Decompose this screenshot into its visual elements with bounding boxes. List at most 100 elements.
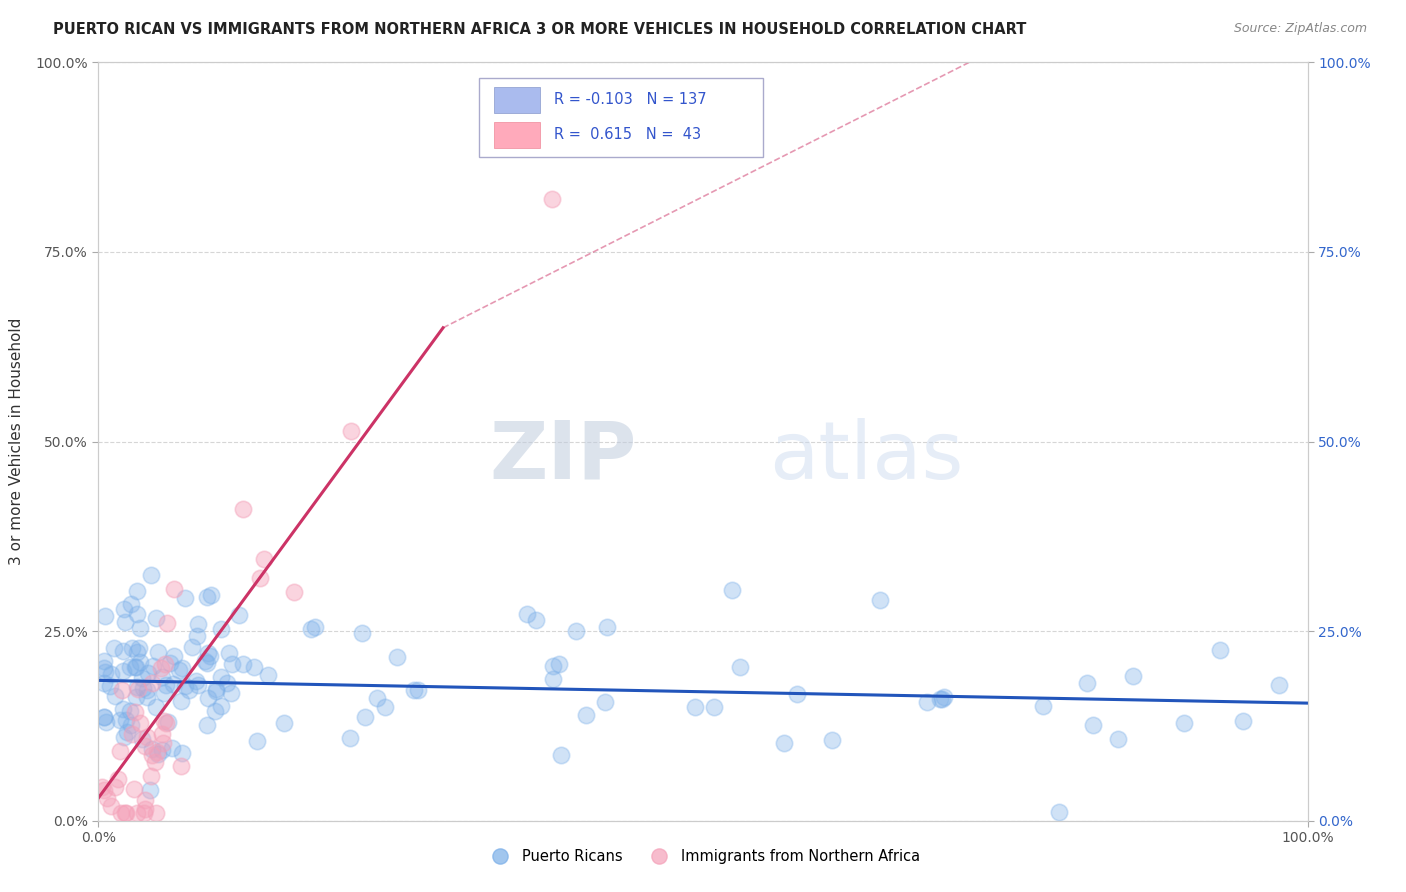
Point (94, 714, 117, 729)
Point (228, 608, 250, 623)
Point (96, 790, 118, 805)
Point (125, 644, 148, 658)
Point (150, 743, 173, 757)
Point (125, 806, 148, 821)
Point (150, 670, 173, 684)
Point (772, 735, 794, 749)
Point (139, 567, 162, 582)
Point (200, 588, 222, 602)
Point (1267, 678, 1289, 692)
Point (145, 806, 167, 821)
Point (124, 660, 146, 674)
Point (127, 681, 149, 696)
Point (385, 650, 408, 665)
Point (218, 646, 240, 660)
Point (187, 678, 209, 692)
Point (159, 656, 181, 670)
Point (204, 704, 226, 718)
Point (162, 582, 184, 596)
Text: PUERTO RICAN VS IMMIGRANTS FROM NORTHERN AFRICA 3 OR MORE VEHICLES IN HOUSEHOLD : PUERTO RICAN VS IMMIGRANTS FROM NORTHERN… (53, 22, 1026, 37)
Point (141, 747, 163, 762)
Point (135, 730, 157, 744)
Point (516, 607, 538, 622)
Point (339, 425, 361, 439)
Point (374, 699, 396, 714)
Point (215, 675, 238, 690)
Point (132, 681, 155, 695)
Point (141, 742, 163, 756)
Point (596, 620, 619, 634)
Point (198, 649, 221, 664)
Point (177, 683, 200, 698)
Point (339, 731, 361, 745)
Point (114, 806, 136, 821)
Point (156, 715, 179, 730)
Point (120, 597, 142, 611)
Point (221, 657, 243, 671)
Point (93, 710, 115, 724)
Point (565, 624, 588, 638)
Point (929, 692, 952, 706)
Point (110, 806, 132, 821)
Point (721, 582, 744, 597)
Point (786, 687, 808, 701)
Point (209, 670, 232, 684)
Point (115, 713, 138, 727)
Point (174, 591, 197, 606)
Text: atlas: atlas (769, 417, 965, 496)
Point (146, 745, 169, 759)
Point (160, 740, 183, 755)
Point (404, 682, 426, 697)
Text: Source: ZipAtlas.com: Source: ZipAtlas.com (1233, 22, 1367, 36)
Point (121, 640, 143, 655)
Point (91, 780, 114, 794)
Text: R =  0.615   N =  43: R = 0.615 N = 43 (554, 128, 702, 143)
Point (93, 710, 115, 724)
Point (932, 690, 955, 705)
Point (153, 686, 176, 700)
Point (93, 654, 115, 668)
Point (593, 695, 616, 709)
Point (205, 683, 228, 698)
Point (111, 683, 134, 698)
Point (232, 657, 254, 671)
Point (139, 782, 162, 797)
Point (195, 718, 218, 732)
Point (103, 640, 125, 655)
Point (1122, 668, 1144, 682)
Point (100, 667, 122, 681)
Point (141, 676, 163, 690)
Point (94, 665, 117, 680)
Point (406, 682, 429, 697)
Point (125, 584, 148, 599)
Point (197, 690, 219, 705)
Point (172, 661, 194, 675)
Point (170, 759, 193, 773)
Point (128, 621, 150, 635)
Text: R = -0.103   N = 137: R = -0.103 N = 137 (554, 93, 707, 107)
Point (125, 690, 148, 705)
Point (121, 727, 143, 741)
Point (1049, 805, 1071, 819)
Point (142, 659, 165, 673)
Point (127, 680, 149, 694)
Point (100, 799, 122, 814)
Point (136, 690, 159, 704)
Point (186, 674, 208, 689)
Point (112, 644, 135, 658)
Point (541, 672, 564, 686)
Point (135, 682, 157, 697)
Point (131, 671, 153, 685)
Point (94, 609, 117, 624)
Point (304, 620, 326, 634)
Point (1173, 716, 1195, 731)
Point (821, 733, 844, 747)
Point (134, 739, 156, 753)
Point (195, 590, 218, 604)
Point (180, 640, 202, 654)
Point (150, 726, 173, 740)
Point (170, 694, 193, 708)
Point (150, 661, 173, 675)
Point (146, 645, 169, 659)
Point (120, 704, 142, 718)
